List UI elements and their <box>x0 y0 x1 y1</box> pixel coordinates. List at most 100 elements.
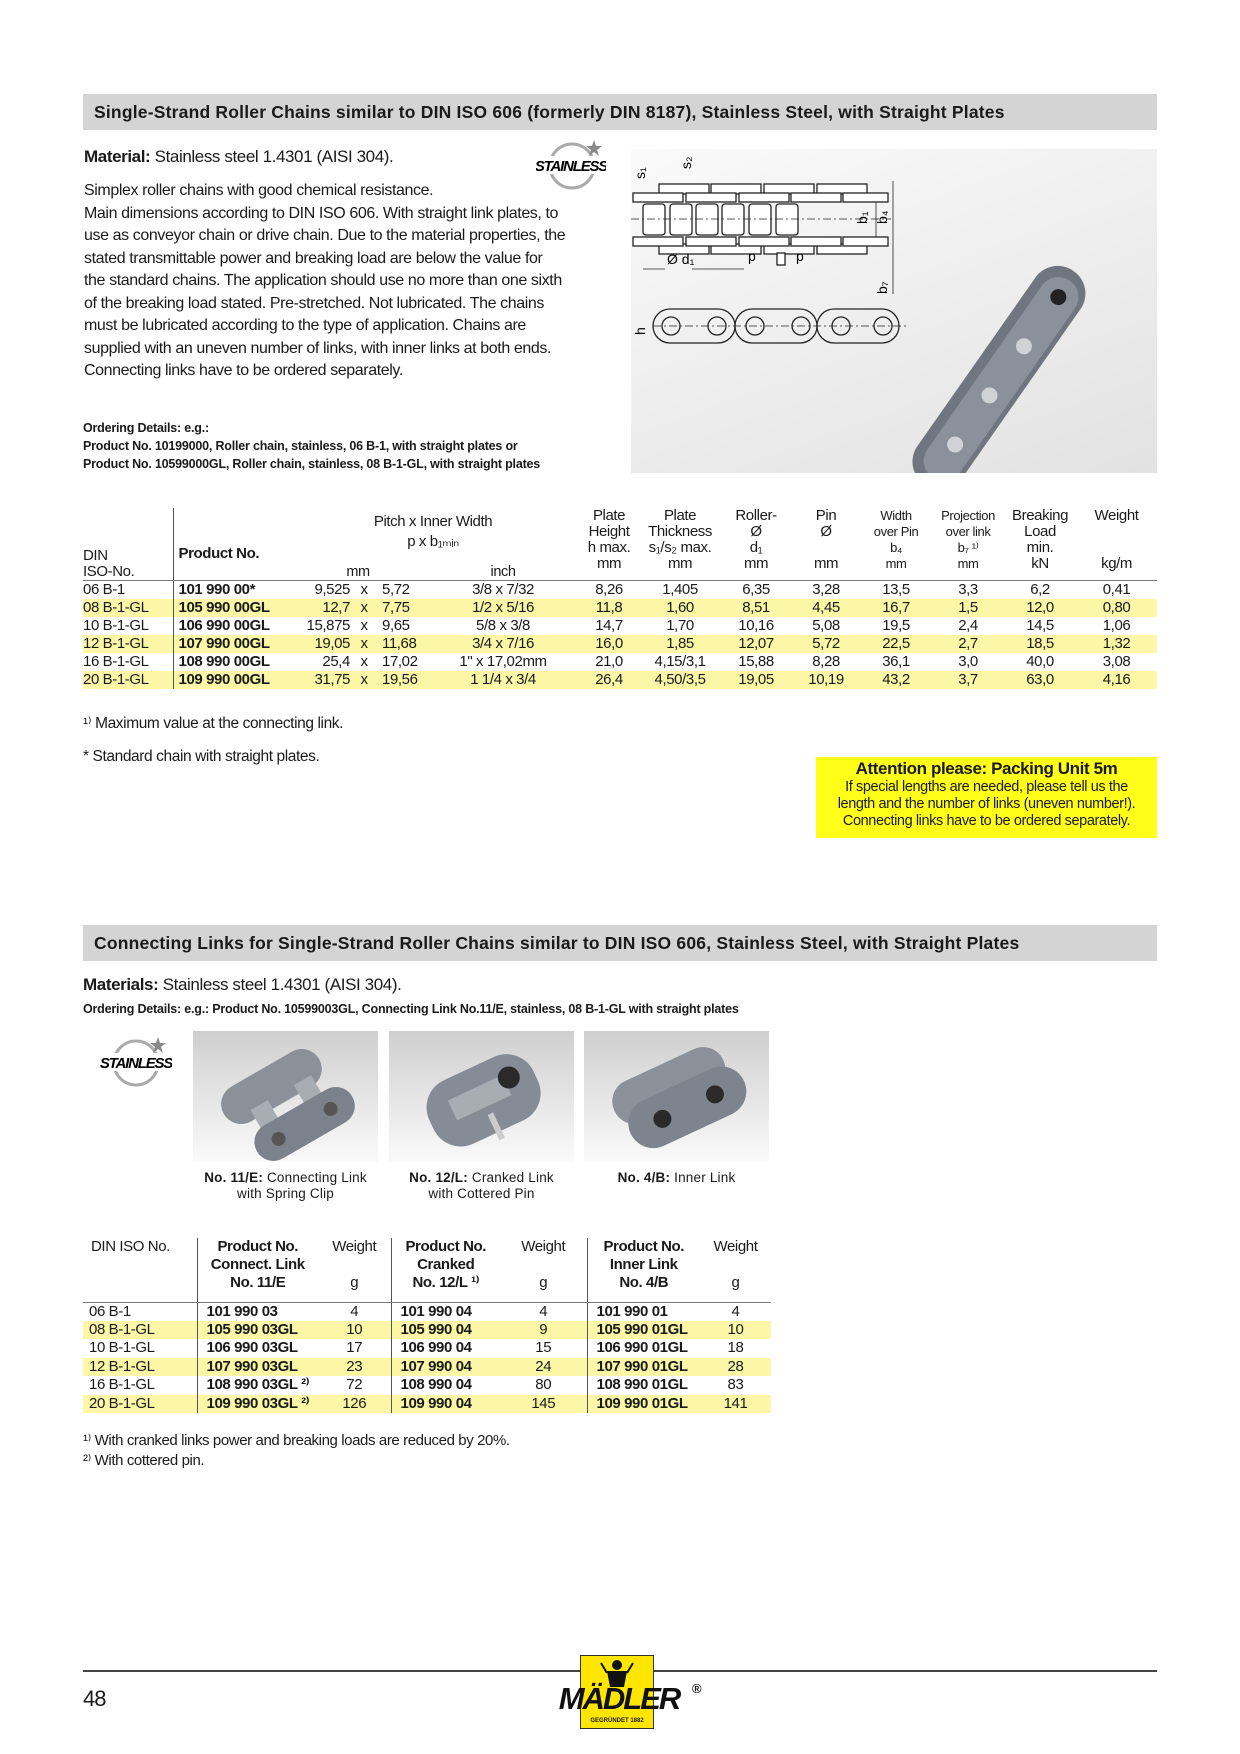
roller-chain-table: DIN ISO-No. Product No. Pitch x Inner Width… <box>83 507 1158 690</box>
footnote-cranked: ¹⁾ With cranked links power and breaking… <box>83 1432 510 1449</box>
connecting-link-image <box>193 1031 378 1162</box>
cell-inch: 3/8 x 7/32 <box>472 580 534 598</box>
header-line: kN <box>1031 555 1049 572</box>
header-line: Weight <box>1094 507 1139 524</box>
cell-value: 4,16 <box>1102 671 1131 689</box>
ordering-line: Product No. 10199000, Roller chain, stai… <box>83 439 518 453</box>
label-b1: b₁ <box>854 211 870 224</box>
cell-product-no: 105 990 03GL <box>196 1320 318 1339</box>
header-col: Projection over link b₇ ¹⁾ mm <box>932 508 1005 581</box>
table-row: 20 B-1-GL 109 990 00GL 31,75 x 19,56 1 1/4 x … <box>83 671 1158 690</box>
cell-value: 8,28 <box>812 653 840 671</box>
cell-value: 3,0 <box>958 653 978 671</box>
ordering-line: Product No. 10599000GL, Roller chain, st… <box>83 457 541 471</box>
cell-product-no: 106 990 04 <box>390 1339 500 1358</box>
cell-product-no: 101 990 03 <box>196 1302 318 1321</box>
label-b7: b₇ <box>874 281 890 294</box>
cell-pitch-mm: 19,05 <box>314 634 350 652</box>
header-din-iso: DIN ISO-No. <box>83 508 173 581</box>
table-row: 06 B-1 101 990 03 4 101 990 04 4 101 990 01 4 <box>83 1302 771 1321</box>
label-s1: s₁ <box>632 167 648 179</box>
cell-inner-width: 9,65 <box>382 616 410 634</box>
cell-value: 4,45 <box>812 598 840 616</box>
cell-din: 10 B-1-GL <box>89 1339 155 1357</box>
cell-weight: 4 <box>731 1302 740 1320</box>
footnotes-links: ¹⁾ With cranked links power and breaking… <box>83 1431 510 1471</box>
header-line: Breaking <box>1012 507 1069 524</box>
cell-product-no: 107 990 04 <box>390 1357 500 1376</box>
cell-weight: 28 <box>727 1357 744 1375</box>
cell-x: x <box>360 616 368 634</box>
header-line: ISO-No. <box>83 562 135 580</box>
materials-line: Materials: Stainless steel 1.4301 (AISI … <box>83 974 402 997</box>
label-b4: b₄ <box>874 210 890 224</box>
cell-product-no: 108 990 03GL ²⁾ <box>196 1376 318 1395</box>
cell-weight: 72 <box>346 1376 363 1394</box>
cell-weight: 126 <box>342 1394 367 1412</box>
cell-x: x <box>360 671 368 689</box>
attention-title: Attention please: Packing Unit 5m <box>855 759 1118 778</box>
header-line: mm <box>957 556 979 571</box>
inner-link-image <box>584 1031 769 1162</box>
materials-value: Stainless steel 1.4301 (AISI 304). <box>158 975 402 994</box>
cell-value: 6,2 <box>1030 580 1050 598</box>
description-line: Simplex roller chains with good chemical… <box>84 182 434 199</box>
header-line: mm <box>743 555 769 572</box>
attention-line: If special lengths are needed, please te… <box>845 779 1128 795</box>
madler-logo: MÄDLER ® GEGRÜNDET 1882 <box>544 1655 704 1730</box>
materials-label: Materials: <box>83 975 159 994</box>
stainless-logo-text: STAINLESS <box>536 158 606 175</box>
cell-din: 12 B-1-GL <box>83 634 149 652</box>
table-row: 20 B-1-GL 109 990 03GL ²⁾ 126 109 990 04 145… <box>83 1394 771 1413</box>
cell-value: 16,0 <box>595 634 623 652</box>
cell-weight: 10 <box>346 1320 363 1338</box>
cell-x: x <box>360 653 368 671</box>
cell-value: 19,05 <box>738 671 774 689</box>
cell-value: 22,5 <box>882 634 910 652</box>
table-row: 06 B-1 101 990 00* 9,525 x 5,72 3/8 x 7/32 8,2… <box>83 580 1157 599</box>
cranked-link-image <box>389 1031 574 1162</box>
caption-text: Inner Link <box>670 1170 736 1185</box>
cell-inch: 3/4 x 7/16 <box>472 634 534 652</box>
cell-inner-width: 17,02 <box>382 653 418 671</box>
chain-side-view <box>652 308 906 344</box>
cell-value: 14,7 <box>595 616 623 634</box>
cell-value: 1,32 <box>1102 634 1131 652</box>
cell-pitch-mm: 9,525 <box>314 580 350 598</box>
description-line: the standard chains. The application sho… <box>84 272 562 289</box>
caption-line2: with Cottered Pin <box>428 1186 535 1201</box>
cell-product-no: 101 990 00* <box>172 580 288 599</box>
chain-top-view <box>631 181 894 294</box>
header-line: min. <box>1026 539 1054 556</box>
cell-inner-width: 7,75 <box>382 598 410 616</box>
table-row: 16 B-1-GL 108 990 00GL 25,4 x 17,02 1" x 17,0… <box>83 653 1157 672</box>
cell-pitch-mm: 15,875 <box>306 616 351 634</box>
cell-value: 13,5 <box>882 580 910 598</box>
logo-subtext: GEGRÜNDET 1882 <box>590 1718 644 1724</box>
ordering-line: Ordering Details: e.g.: <box>83 421 209 435</box>
cell-value: 3,3 <box>958 580 978 598</box>
logo-text: MÄDLER <box>558 1681 682 1716</box>
label-p: p <box>748 248 756 264</box>
cell-din: 20 B-1-GL <box>83 671 149 689</box>
cell-pitch-mm: 31,75 <box>314 671 350 689</box>
cell-inch: 1" x 17,02mm <box>459 653 547 671</box>
cell-value: 4,15/3,1 <box>654 653 706 671</box>
description-line: of the breaking load stated. Pre-stretch… <box>84 294 544 312</box>
cell-value: 19,5 <box>882 616 910 634</box>
cell-weight: 141 <box>723 1394 748 1412</box>
cell-din: 10 B-1-GL <box>83 616 149 634</box>
footnote-max-value: ¹⁾ Maximum value at the connecting link. <box>83 715 344 732</box>
ordering-details-links: Ordering Details: e.g.: Product No. 1059… <box>83 1002 739 1016</box>
header-line: Pin <box>815 507 837 524</box>
cell-weight: 17 <box>346 1339 363 1357</box>
cell-weight: 15 <box>535 1339 552 1357</box>
header-line: over link <box>945 524 991 539</box>
cell-value: 3,28 <box>812 580 840 598</box>
cell-product-no: 105 990 01GL <box>586 1320 700 1339</box>
cell-weight: 9 <box>539 1320 548 1338</box>
header-line: Ø <box>750 523 762 540</box>
material-value: Stainless steel 1.4301 (AISI 304). <box>150 147 394 166</box>
caption-text: Connecting Link <box>263 1170 367 1185</box>
